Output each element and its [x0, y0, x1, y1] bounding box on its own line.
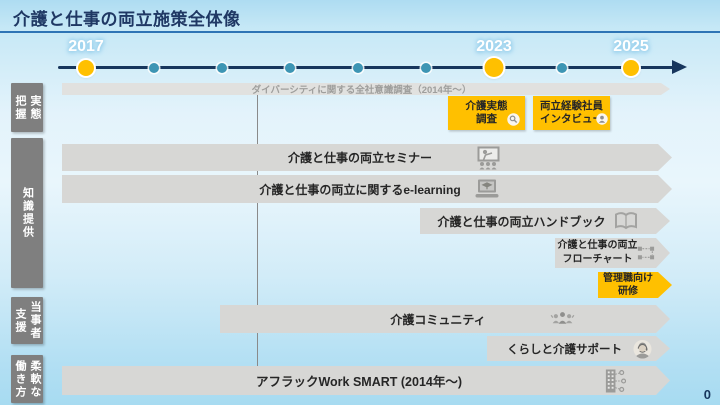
timeline-reference-line: [257, 94, 258, 366]
timeline-year-2023: 2023: [476, 38, 512, 55]
program-bar-community: 介護コミュニティ: [220, 305, 670, 333]
building-network-icon: [603, 368, 626, 393]
sidebar-label: 実態 把握: [14, 94, 41, 121]
page-title: 介護と仕事の両立施策全体像: [13, 10, 241, 29]
program-bar-work-smart: アフラックWork SMART (2014年～): [62, 366, 670, 395]
sidebar-item-grasp-reality: 実態 把握: [11, 83, 43, 132]
program-bar-handbook: 介護と仕事の両立ハンドブック: [420, 208, 670, 234]
laptop-elearning-icon: [474, 179, 500, 200]
timeline-dot: [285, 62, 295, 73]
program-label-handbook: 介護と仕事の両立ハンドブック: [437, 214, 606, 229]
timeline-arrowhead-icon: [672, 60, 687, 74]
program-bar-seminar: 介護と仕事の両立セミナー: [62, 144, 672, 171]
program-bar-diversity-survey: ダイバーシティに関する全社意識調査（2014年～）: [62, 83, 670, 95]
tag-care-survey-label: 介護実態 調査: [465, 99, 508, 126]
timeline-dot-2023: [484, 58, 504, 77]
timeline-axis: [58, 66, 674, 69]
program-label-elearning: 介護と仕事の両立に関するe-learning: [259, 182, 461, 197]
page-number: 0: [703, 387, 711, 402]
timeline-dot: [217, 62, 227, 73]
program-bar-life-care-support: くらしと介護サポート: [487, 336, 670, 361]
interview-person-icon: [596, 113, 608, 125]
timeline-dot: [421, 62, 431, 73]
tag-care-survey: 介護実態 調査: [448, 96, 525, 130]
program-label-community: 介護コミュニティ: [390, 312, 486, 327]
timeline-year-2025: 2025: [613, 38, 649, 55]
program-label-flowchart: 介護と仕事の両立 フローチャート: [557, 240, 638, 265]
program-bar-flowchart: 介護と仕事の両立 フローチャート: [555, 238, 670, 268]
title-divider: [0, 31, 720, 33]
open-book-icon: [613, 212, 639, 230]
sidebar-item-party-support: 当事者 支援: [11, 297, 43, 344]
tag-interview-label: 両立経験社員 インタビュー: [540, 99, 603, 126]
program-label-manager-training: 管理職向け 研修: [603, 273, 653, 297]
sidebar-item-knowledge: 知識提供: [11, 138, 43, 288]
program-label-life-care-support: くらしと介護サポート: [507, 343, 622, 356]
presentation-icon: [474, 146, 500, 170]
timeline-dot-2017: [78, 59, 94, 76]
program-label-work-smart: アフラックWork SMART (2014年～): [255, 375, 463, 389]
program-bar-manager-training: 管理職向け 研修: [598, 272, 672, 298]
magnifier-icon: [507, 113, 520, 126]
timeline-year-2017: 2017: [68, 38, 104, 55]
program-bar-elearning: 介護と仕事の両立に関するe-learning: [62, 175, 672, 203]
sidebar-item-flexible-work: 柔軟な 働き方: [11, 355, 43, 403]
program-label-seminar: 介護と仕事の両立セミナー: [287, 151, 432, 165]
people-group-icon: [550, 311, 575, 328]
sidebar-label: 柔軟な 働き方: [14, 359, 41, 399]
flowchart-icon: [637, 246, 655, 261]
program-label-diversity-survey: ダイバーシティに関する全社意識調査（2014年～）: [251, 85, 472, 96]
timeline-dot: [557, 62, 567, 73]
support-operator-icon: [633, 339, 652, 358]
timeline-dot: [149, 62, 159, 73]
tag-interview: 両立経験社員 インタビュー: [533, 96, 610, 130]
sidebar-label: 当事者 支援: [14, 301, 41, 340]
sidebar-label: 知識提供: [21, 187, 34, 239]
timeline-dot: [353, 62, 363, 73]
timeline-dot-2025: [623, 59, 639, 76]
